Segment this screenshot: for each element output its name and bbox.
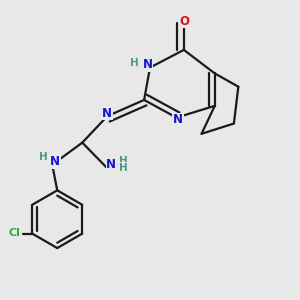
Text: N: N [102,107,112,120]
Text: H: H [130,58,139,68]
Text: O: O [180,14,190,28]
Text: H: H [118,163,127,173]
Text: N: N [142,58,153,71]
Text: Cl: Cl [9,228,20,238]
Text: H: H [39,152,48,162]
Text: H: H [118,156,127,166]
Text: N: N [173,113,183,127]
Text: N: N [106,158,116,171]
Text: N: N [50,155,60,168]
